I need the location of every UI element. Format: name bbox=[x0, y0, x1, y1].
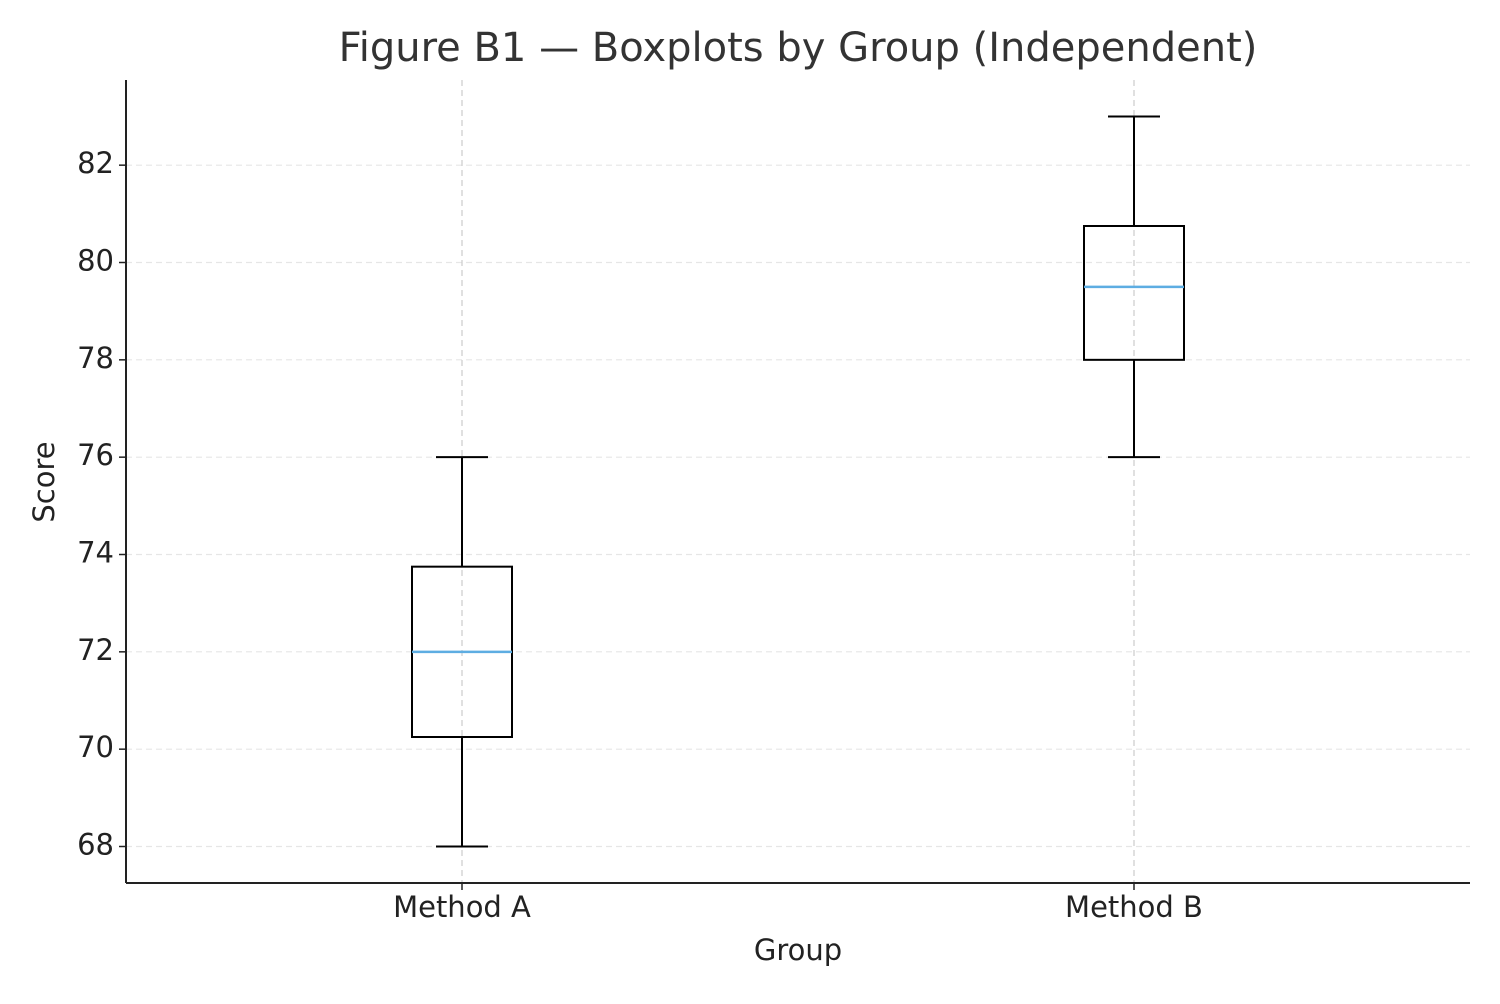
y-tick-label: 70 bbox=[77, 730, 114, 764]
x-axis-label: Group bbox=[754, 933, 842, 967]
y-tick-label: 80 bbox=[77, 244, 114, 278]
y-axis-label: Score bbox=[27, 441, 61, 522]
y-tick-label: 72 bbox=[77, 633, 114, 667]
y-tick-label: 76 bbox=[77, 438, 114, 472]
y-tick-label: 68 bbox=[77, 828, 114, 862]
y-tick-label: 82 bbox=[77, 146, 114, 180]
x-tick-label: Method A bbox=[393, 890, 531, 924]
y-tick-label: 78 bbox=[77, 341, 114, 375]
box bbox=[1083, 225, 1185, 361]
x-tick-label: Method B bbox=[1065, 890, 1203, 924]
y-tick-label: 74 bbox=[77, 536, 114, 570]
chart-title: Figure B1 — Boxplots by Group (Independe… bbox=[339, 25, 1258, 71]
